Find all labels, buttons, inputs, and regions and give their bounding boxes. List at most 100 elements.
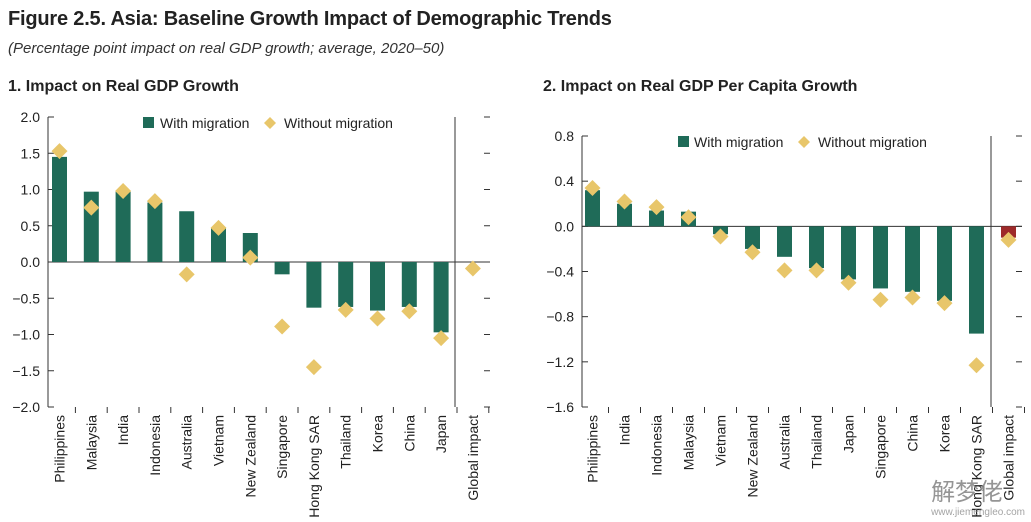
bar-with-migration bbox=[809, 226, 824, 269]
diamond-without-migration bbox=[337, 301, 354, 318]
bar-with-migration bbox=[338, 262, 354, 307]
watermark: 解梦佬 www.jiemengleo.com bbox=[931, 472, 1025, 518]
diamond-without-migration bbox=[776, 262, 793, 279]
bar-with-migration bbox=[937, 226, 952, 301]
y-tick-label: 0.0 bbox=[21, 254, 41, 270]
legend-label-without: Without migration bbox=[818, 134, 927, 150]
x-category-label: Japan bbox=[841, 415, 857, 453]
y-tick-label: −1.6 bbox=[546, 399, 574, 415]
legend-diamond-icon bbox=[264, 117, 276, 129]
x-category-label: Thailand bbox=[338, 415, 354, 469]
x-category-label: Australia bbox=[777, 415, 793, 470]
x-category-label: Singapore bbox=[873, 415, 889, 479]
legend-diamond-icon bbox=[798, 136, 810, 148]
panel-1-title: 1. Impact on Real GDP Growth bbox=[8, 78, 239, 95]
x-category-label: India bbox=[617, 415, 633, 446]
y-tick-label: −2.0 bbox=[12, 399, 40, 415]
bar-with-migration bbox=[211, 227, 226, 262]
diamond-without-migration bbox=[242, 249, 259, 266]
x-category-label: Vietnam bbox=[713, 415, 729, 466]
legend-square-icon bbox=[678, 136, 689, 147]
y-tick-label: 0.0 bbox=[555, 218, 575, 234]
legend-label-with: With migration bbox=[694, 134, 783, 150]
bar-with-migration bbox=[52, 156, 67, 262]
legend-label-without: Without migration bbox=[284, 115, 393, 131]
watermark-text: 解梦佬 bbox=[931, 479, 1004, 506]
x-category-label: Singapore bbox=[274, 415, 290, 479]
bar-with-migration bbox=[905, 226, 920, 292]
x-category-label: Philippines bbox=[52, 415, 68, 483]
figure-subtitle: (Percentage point impact on real GDP gro… bbox=[8, 40, 445, 57]
diamond-without-migration bbox=[872, 291, 889, 308]
diamond-without-migration bbox=[616, 193, 633, 210]
y-tick-label: 2.0 bbox=[21, 109, 41, 125]
legend-square-icon bbox=[143, 117, 154, 128]
x-category-label: India bbox=[115, 415, 131, 446]
diamond-without-migration bbox=[936, 295, 953, 312]
figure-title: Figure 2.5. Asia: Baseline Growth Impact… bbox=[8, 8, 612, 30]
bar-with-migration bbox=[777, 226, 792, 257]
watermark-url: www.jiemengleo.com bbox=[931, 507, 1025, 518]
bar-with-migration bbox=[370, 262, 385, 311]
diamond-without-migration bbox=[840, 274, 857, 291]
diamond-without-migration bbox=[178, 266, 195, 283]
x-category-label: Philippines bbox=[585, 415, 601, 483]
x-category-label: China bbox=[905, 415, 921, 452]
x-category-label: New Zealand bbox=[745, 415, 761, 498]
y-tick-label: −1.5 bbox=[12, 363, 40, 379]
bar-with-migration bbox=[433, 262, 449, 333]
x-category-label: China bbox=[401, 415, 417, 452]
diamond-without-migration bbox=[1000, 231, 1017, 248]
bar-with-migration bbox=[306, 262, 322, 308]
x-category-label: Korea bbox=[937, 415, 953, 453]
bar-with-migration bbox=[649, 210, 664, 227]
x-category-label: Australia bbox=[179, 415, 195, 470]
diamond-without-migration bbox=[808, 262, 825, 279]
diamond-without-migration bbox=[584, 179, 601, 196]
x-category-label: Hong Kong SAR bbox=[306, 415, 322, 518]
y-tick-label: 0.5 bbox=[21, 218, 41, 234]
x-category-label: New Zealand bbox=[242, 415, 258, 498]
bar-with-migration bbox=[179, 211, 195, 262]
diamond-without-migration bbox=[648, 199, 665, 216]
y-tick-label: 1.0 bbox=[21, 182, 41, 198]
diamond-without-migration bbox=[274, 318, 291, 335]
bar-with-migration bbox=[401, 262, 417, 307]
x-category-label: Indonesia bbox=[649, 415, 665, 476]
diamond-without-migration bbox=[115, 182, 132, 199]
y-tick-label: 0.8 bbox=[555, 128, 575, 144]
bar-with-migration bbox=[115, 191, 131, 262]
y-tick-label: 1.5 bbox=[21, 145, 41, 161]
diamond-without-migration bbox=[904, 289, 921, 306]
x-category-label: Korea bbox=[370, 415, 386, 453]
y-tick-label: −1.2 bbox=[546, 354, 574, 370]
x-category-label: Hong Kong SAR bbox=[969, 415, 985, 518]
panel-2-title: 2. Impact on Real GDP Per Capita Growth bbox=[543, 78, 858, 95]
diamond-without-migration bbox=[210, 219, 227, 236]
y-tick-label: 0.4 bbox=[555, 173, 575, 189]
bar-with-migration bbox=[969, 226, 984, 334]
x-category-label: Global impact bbox=[1001, 415, 1017, 501]
y-tick-label: −1.0 bbox=[12, 327, 40, 343]
bar-with-migration bbox=[147, 202, 163, 262]
diamond-without-migration bbox=[51, 143, 68, 160]
x-category-label: Indonesia bbox=[147, 415, 163, 476]
x-category-label: Japan bbox=[433, 415, 449, 453]
bar-with-migration bbox=[585, 190, 600, 227]
diamond-without-migration bbox=[968, 357, 985, 374]
diamond-without-migration bbox=[305, 359, 322, 376]
x-category-label: Vietnam bbox=[211, 415, 227, 466]
diamond-without-migration bbox=[464, 260, 481, 277]
y-tick-label: −0.8 bbox=[546, 309, 574, 325]
bar-with-migration bbox=[841, 226, 856, 280]
diamond-without-migration bbox=[83, 199, 100, 216]
y-tick-label: −0.4 bbox=[546, 264, 574, 280]
x-category-label: Malaysia bbox=[681, 415, 697, 470]
y-tick-label: −0.5 bbox=[12, 290, 40, 306]
diamond-without-migration bbox=[146, 193, 163, 210]
bar-with-migration bbox=[873, 226, 888, 289]
diamond-without-migration bbox=[401, 303, 418, 320]
x-category-label: Thailand bbox=[809, 415, 825, 469]
diamond-without-migration bbox=[433, 330, 450, 347]
